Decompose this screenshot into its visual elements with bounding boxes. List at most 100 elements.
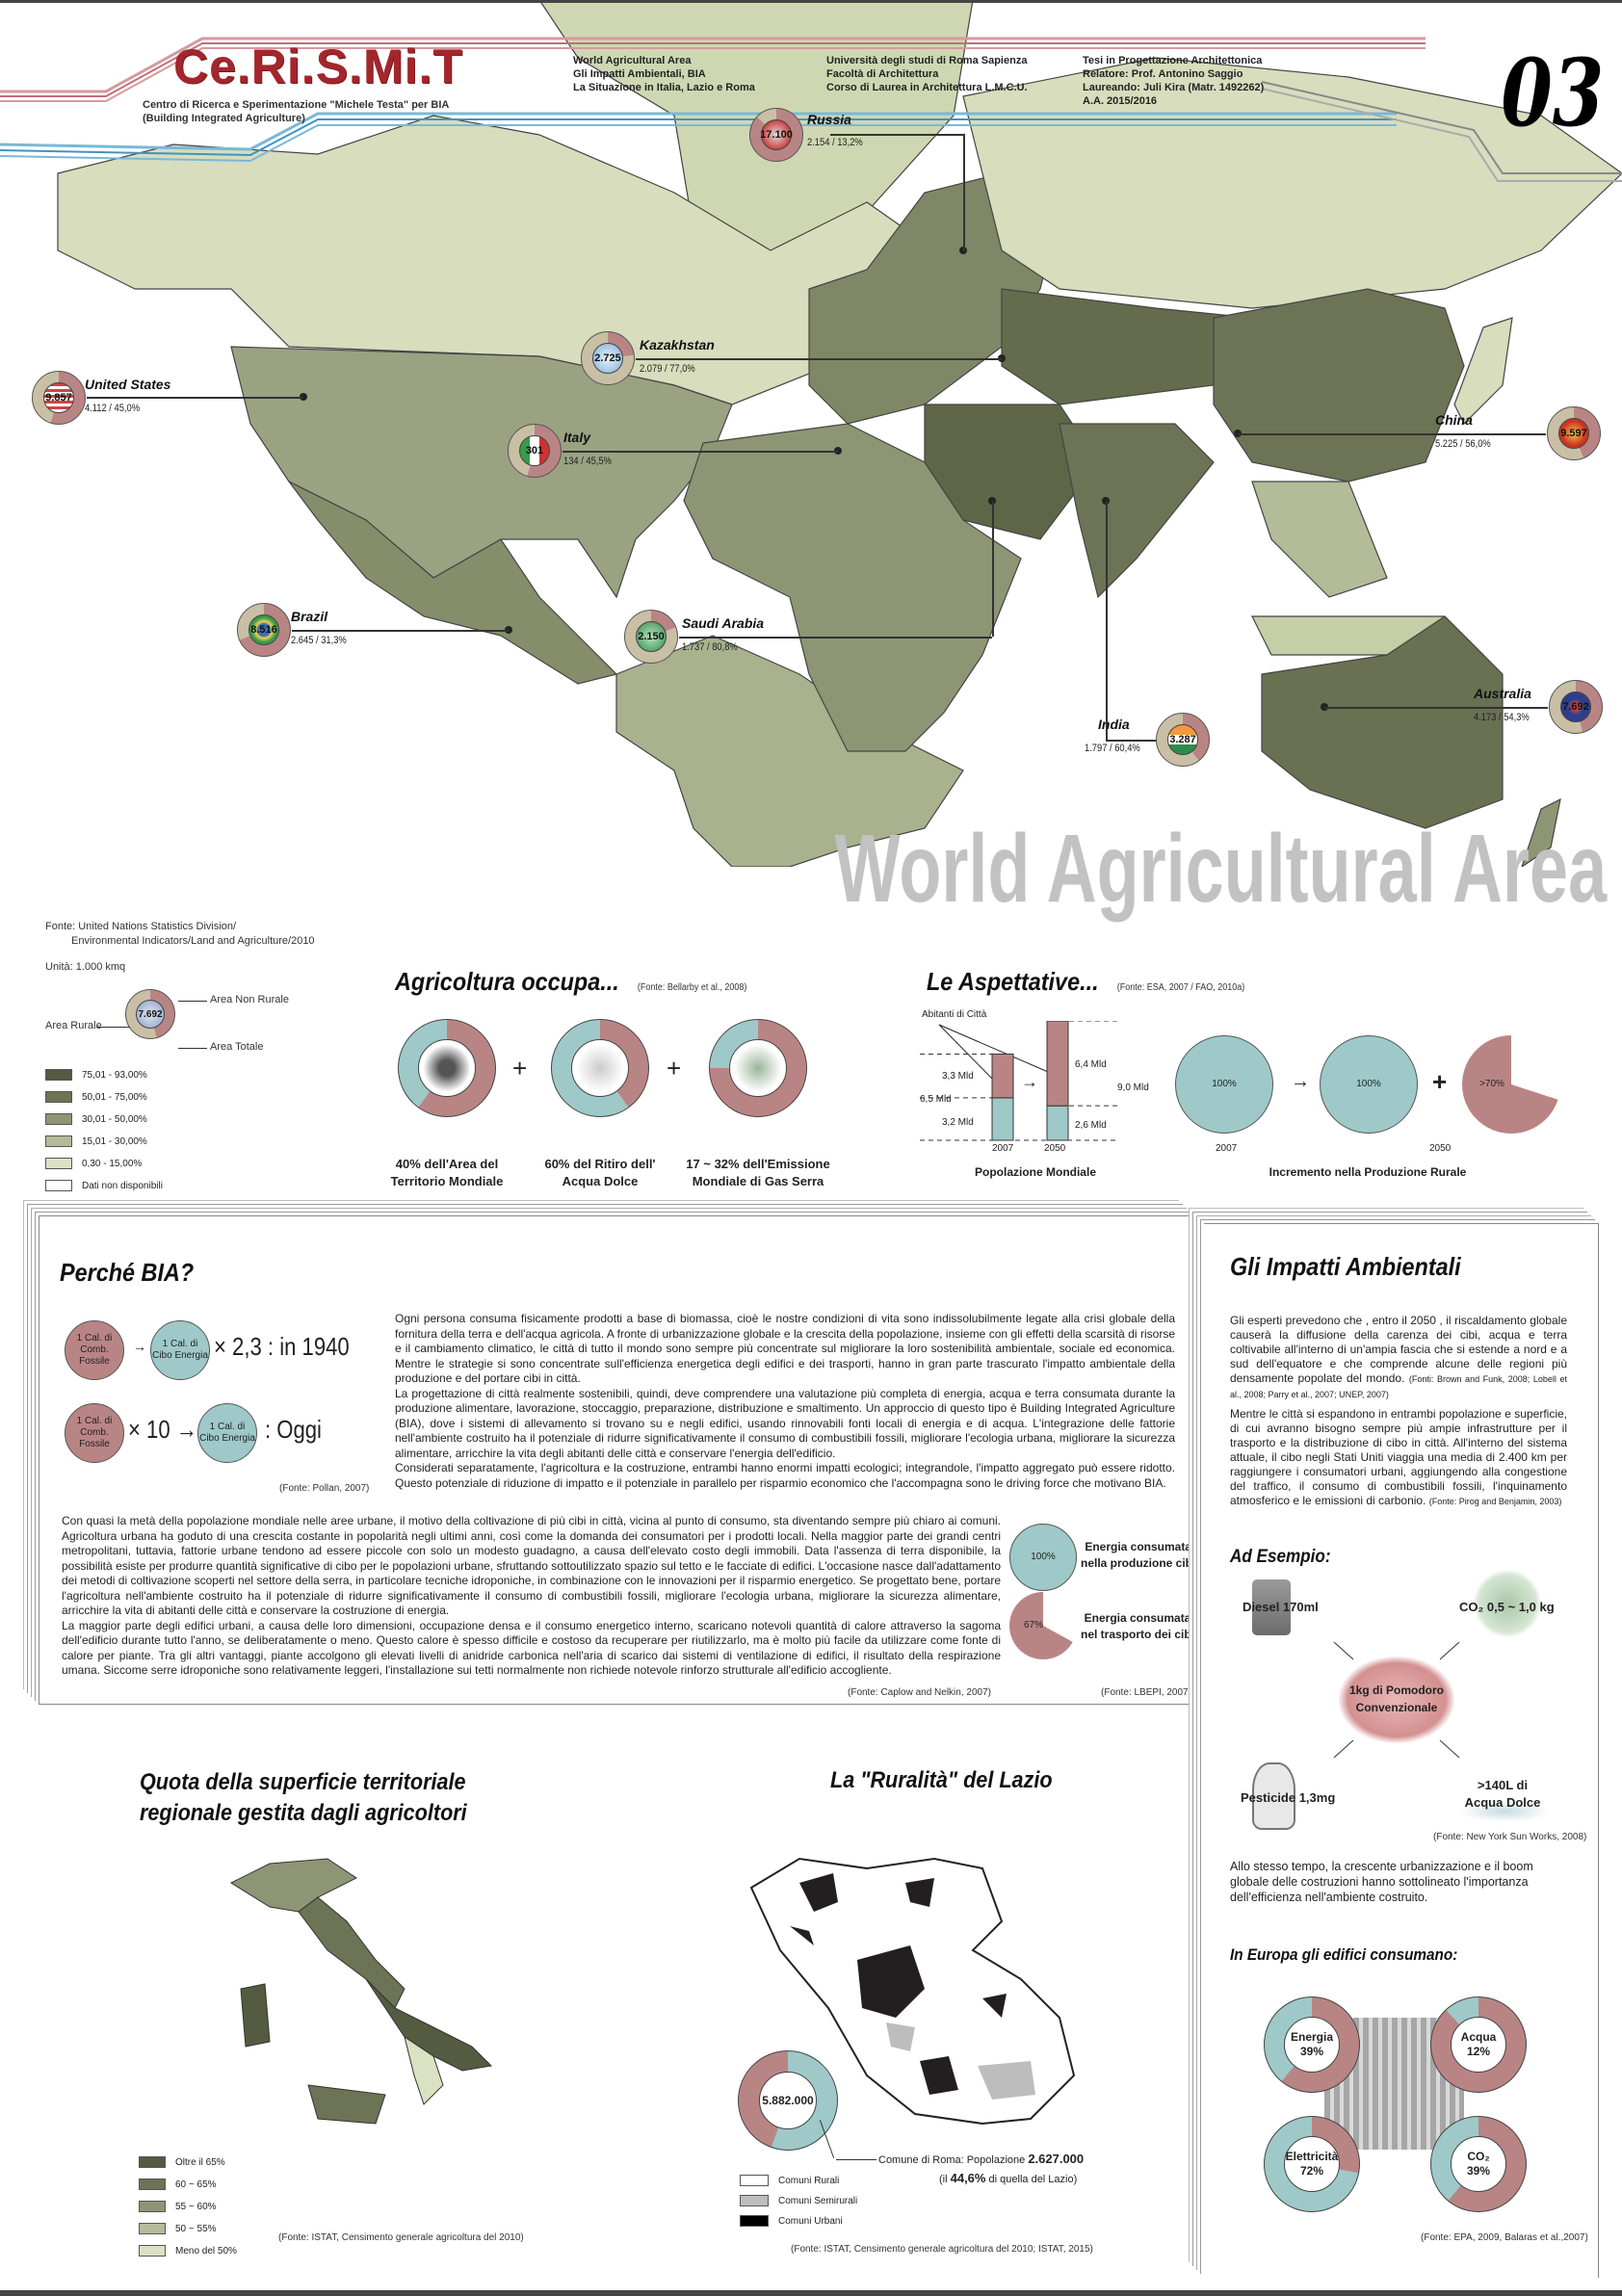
country-name: Australia <box>1474 686 1531 701</box>
agricoltura-caption: 17 ~ 32% dell'Emissione Mondiale di Gas S… <box>686 1156 829 1190</box>
paragraph: La maggior parte degli edifici urbani, a… <box>62 1618 1001 1678</box>
header-line: Tesi in Progettazione Architettonica <box>1083 55 1263 66</box>
caption-line: Acqua Dolce <box>562 1174 639 1188</box>
donut-illustration <box>571 1039 629 1097</box>
arrow-icon: → <box>1021 1072 1038 1091</box>
leader-line <box>178 1001 207 1002</box>
country-agri-value: 2.079 / 77,0% <box>640 363 695 375</box>
legend-item: Comuni Rurali <box>740 2173 857 2188</box>
energy-production-circle: 100% <box>1009 1524 1077 1591</box>
donut-center: Elettricità 72% <box>1284 2136 1340 2192</box>
header-line: Gli Impatti Ambientali, BIA <box>573 68 706 80</box>
legend-swatch <box>45 1135 72 1147</box>
roma-population: 2.627.000 <box>1028 2152 1085 2166</box>
energy-production-label: Energia consumata nella produzione cibi <box>1081 1539 1195 1572</box>
caption-line: 17 ~ 32% dell'Emissione <box>686 1157 830 1171</box>
paragraph-text: Mentre le città si espandono in entrambi… <box>1230 1407 1567 1507</box>
arrow-icon: → <box>133 1339 146 1354</box>
country-agri-value: 4.173 / 54,3% <box>1474 712 1530 723</box>
agricoltura-title-text: Agricoltura occupa... <box>395 967 619 996</box>
country-total: 9.597 <box>1558 418 1589 449</box>
roma-share: 44,6% <box>950 2171 986 2185</box>
header-line: A.A. 2015/2016 <box>1083 95 1158 107</box>
legend-item: 0,30 - 15,00% <box>45 1156 163 1171</box>
leader-line <box>963 134 965 251</box>
country-donut: 301 <box>508 424 562 478</box>
legend-label: 50,01 - 75,00% <box>82 1091 147 1103</box>
country-donut: 9.597 <box>1547 406 1601 460</box>
agricoltura-donut <box>709 1019 807 1117</box>
agricoltura-donut <box>551 1019 649 1117</box>
legend-label: Comuni Semirurali <box>778 2195 858 2206</box>
fossil-calorie-circle: 1 Cal. di Comb. Fossile <box>65 1320 124 1380</box>
paragraph: Gli esperti prevedono che , entro il 205… <box>1230 1314 1567 1402</box>
legend-item: 55 ~ 60% <box>139 2199 237 2214</box>
caption-line: Territorio Mondiale <box>390 1174 504 1188</box>
perche-bia-body: Con quasi la metà della popolazione mond… <box>62 1514 1001 1679</box>
food-calorie-circle: 1 Cal. di Cibo Energia <box>197 1403 257 1463</box>
perche-bia-intro: Ogni persona consuma fisicamente prodott… <box>395 1312 1175 1491</box>
map-africa <box>683 423 1022 752</box>
source-line: Environmental Indicators/Land and Agricu… <box>71 935 315 947</box>
aspettative-source: (Fonte: ESA, 2007 / FAO, 2010a) <box>1116 982 1245 993</box>
leader-line <box>96 1027 130 1028</box>
legend-swatch <box>139 2179 166 2190</box>
legend-label: 50 ~ 55% <box>175 2223 217 2234</box>
logo-subtitle-line-1: Centro di Ricerca e Sperimentazione "Mic… <box>143 99 450 111</box>
fossil-calorie-circle: 1 Cal. di Comb. Fossile <box>65 1403 124 1463</box>
tomato-icon <box>1339 1657 1454 1743</box>
production-chart-title: Incremento nella Produzione Rurale <box>1269 1165 1467 1179</box>
header-project-info: World Agricultural Area Gli Impatti Ambi… <box>573 54 755 94</box>
country-name: Brazil <box>291 609 328 624</box>
leader-line <box>1238 433 1546 435</box>
legend-item: 30,01 - 50,00% <box>45 1111 163 1127</box>
legend-label: Meno del 50% <box>175 2245 237 2257</box>
year-2007: 2007 <box>992 1143 1014 1154</box>
city-dwellers-label: Abitanti di Città <box>922 1009 987 1020</box>
legend-item: 60 ~ 65% <box>139 2177 237 2192</box>
year-2007: 2007 <box>1216 1143 1238 1154</box>
tomato-label: 1kg di Pomodoro Convenzionale <box>1339 1682 1454 1716</box>
leader-line <box>836 2159 876 2160</box>
pesticide-sprayer-icon <box>1252 1762 1295 1830</box>
europe-title: In Europa gli edifici consumano: <box>1230 1945 1458 1964</box>
legend-donut-total: 7.692 <box>136 1000 165 1029</box>
label-line: 1kg di Pomodoro <box>1348 1683 1444 1697</box>
country-total: 17.100 <box>760 119 793 150</box>
donut-center: Energia 39% <box>1284 2017 1340 2073</box>
legend-item: 50 ~ 55% <box>139 2221 237 2236</box>
leader-line <box>679 637 992 639</box>
legend-item: Dati non disponibili <box>45 1178 163 1193</box>
map-china <box>1213 288 1465 483</box>
country-total: 8.516 <box>249 614 279 645</box>
agricoltura-title: Agricoltura occupa... (Fonte: Bellarby e… <box>395 967 746 997</box>
europe-donut: CO₂ 39% <box>1430 2116 1527 2212</box>
legend-swatch <box>740 2175 769 2186</box>
year-2050: 2050 <box>1429 1143 1452 1154</box>
caption-line: Mondiale di Gas Serra <box>692 1174 824 1188</box>
legend-swatch <box>139 2223 166 2234</box>
citation: (Fonti: Brown and Funk, 2008; Lobell et … <box>1230 1374 1568 1399</box>
country-total: 2.150 <box>636 621 667 652</box>
fossil-calorie-label: 1 Cal. di Comb. Fossile <box>76 1333 113 1367</box>
production-2007-circle: 100% <box>1175 1035 1273 1134</box>
production-2050-value: 100% <box>1356 1079 1381 1089</box>
leader-line <box>636 358 1002 360</box>
paragraph: Considerati separatamente, l'agricoltura… <box>395 1461 1175 1490</box>
legend-label-total: Area Totale <box>210 1041 264 1053</box>
donut-center: CO₂ 39% <box>1451 2136 1506 2192</box>
legend-label: 55 ~ 60% <box>175 2201 217 2212</box>
roma-share-note: (il 44,6% di quella del Lazio) <box>939 2171 1077 2185</box>
legend-swatch <box>45 1158 72 1169</box>
production-increase-pie: >70% <box>1462 1035 1560 1134</box>
leader-line <box>830 134 965 136</box>
top-border <box>0 0 1622 3</box>
paragraph: Allo stesso tempo, la crescente urbanizz… <box>1230 1860 1533 1904</box>
quota-legend: Oltre il 65% 60 ~ 65% 55 ~ 60% 50 ~ 55% Meno… <box>139 2154 237 2265</box>
legend-donut: 7.692 <box>125 989 175 1039</box>
leader-line <box>292 630 509 632</box>
population-chart <box>920 1021 1117 1141</box>
ratio-today-multiplier: × 10 → <box>128 1415 197 1444</box>
country-agri-value: 1.737 / 80,8% <box>682 641 738 653</box>
country-agri-value: 2.154 / 13,2% <box>807 137 863 148</box>
